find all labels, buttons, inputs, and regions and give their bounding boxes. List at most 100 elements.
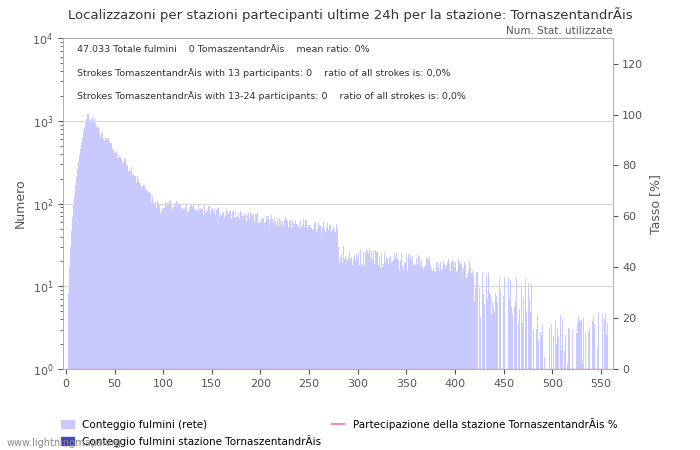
Bar (572, 330, 573, 450)
Bar (394, 252, 395, 450)
Bar (127, 171, 129, 450)
Bar (497, 302, 498, 450)
Bar (521, 286, 522, 450)
Bar (593, 315, 594, 450)
Text: Strokes TomaszentandrÃis with 13-24 participants: 0    ratio of all strokes is: : Strokes TomaszentandrÃis with 13-24 part… (77, 91, 466, 101)
Bar (256, 214, 257, 450)
Bar (290, 221, 291, 450)
Bar (602, 314, 603, 450)
Bar (576, 333, 577, 450)
Bar (219, 217, 220, 450)
Bar (115, 153, 116, 450)
Bar (146, 189, 147, 450)
Bar (249, 218, 250, 450)
Bar (76, 176, 77, 450)
Bar (433, 268, 434, 450)
Bar (220, 213, 221, 450)
Bar (157, 201, 158, 450)
Bar (295, 220, 296, 450)
Bar (195, 211, 196, 450)
Bar (487, 277, 489, 450)
Bar (186, 205, 187, 450)
Bar (87, 114, 88, 450)
Bar (607, 323, 608, 450)
Bar (120, 157, 121, 450)
Bar (556, 328, 557, 450)
Bar (421, 261, 422, 450)
Bar (145, 190, 146, 450)
Bar (604, 319, 606, 450)
Bar (316, 232, 317, 450)
Bar (424, 266, 426, 450)
Bar (533, 330, 534, 450)
Bar (510, 280, 511, 450)
Bar (236, 217, 237, 450)
Bar (437, 267, 438, 450)
Bar (263, 218, 264, 450)
Bar (111, 144, 112, 450)
Bar (426, 257, 427, 450)
Bar (333, 226, 334, 450)
Bar (461, 264, 462, 450)
Bar (204, 206, 206, 450)
Bar (181, 210, 182, 450)
Bar (264, 223, 265, 450)
Bar (479, 288, 480, 450)
Bar (422, 267, 423, 450)
Bar (335, 233, 336, 450)
Bar (504, 277, 505, 450)
Bar (217, 208, 218, 450)
Bar (382, 267, 384, 450)
Bar (108, 139, 109, 450)
Bar (468, 271, 469, 450)
Bar (116, 151, 117, 450)
Bar (112, 149, 113, 450)
Bar (396, 252, 397, 450)
Bar (239, 213, 241, 450)
Bar (327, 223, 328, 450)
Bar (354, 255, 356, 450)
Bar (144, 184, 145, 450)
Bar (451, 262, 452, 450)
Bar (358, 253, 359, 450)
Bar (364, 266, 365, 450)
Bar (477, 273, 478, 450)
Bar (336, 225, 337, 450)
Bar (449, 271, 451, 450)
Bar (246, 221, 247, 450)
Bar (528, 283, 529, 450)
Bar (557, 337, 559, 450)
Bar (462, 273, 463, 450)
Bar (367, 251, 368, 450)
Bar (271, 215, 272, 450)
Bar (155, 202, 156, 450)
Bar (109, 141, 110, 450)
Bar (429, 256, 430, 450)
Bar (194, 210, 195, 450)
Bar (518, 324, 519, 450)
Bar (474, 301, 475, 450)
Bar (561, 350, 562, 450)
Bar (419, 256, 421, 450)
Bar (70, 248, 71, 450)
Bar (427, 258, 428, 450)
Bar (293, 223, 294, 450)
Bar (266, 216, 267, 450)
Bar (361, 266, 362, 450)
Bar (221, 216, 222, 450)
Bar (274, 221, 276, 450)
Bar (160, 214, 161, 450)
Bar (362, 264, 363, 450)
Bar (551, 324, 552, 450)
Bar (80, 149, 81, 450)
Bar (500, 290, 501, 450)
Bar (377, 266, 379, 450)
Bar (152, 196, 153, 450)
Bar (254, 222, 255, 450)
Text: Localizzazoni per stazioni partecipanti ultime 24h per la stazione: Tornaszentan: Localizzazoni per stazioni partecipanti … (68, 7, 632, 22)
Bar (104, 141, 105, 450)
Bar (564, 351, 566, 450)
Bar (201, 208, 202, 450)
Bar (232, 211, 234, 450)
Bar (189, 209, 190, 450)
